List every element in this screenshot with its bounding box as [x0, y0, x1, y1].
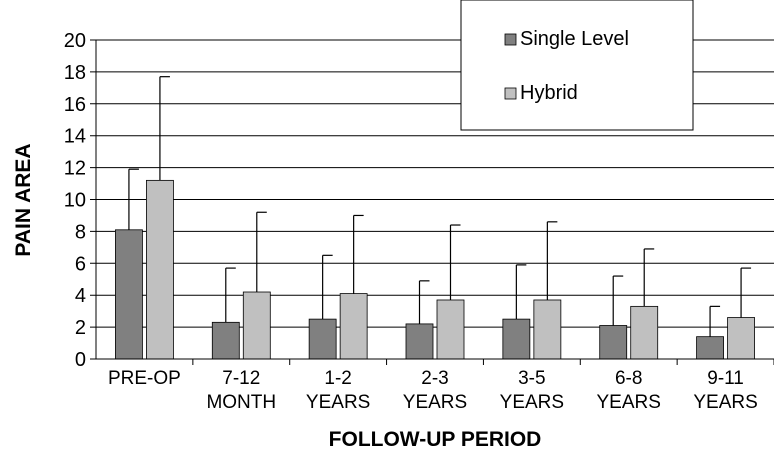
bar: [630, 305, 659, 360]
error-bar: [128, 168, 139, 230]
error-bar: [709, 305, 721, 337]
bar: [308, 318, 337, 360]
error-bar: [225, 267, 236, 323]
error-bar: [418, 280, 430, 324]
y-tick-label: 12: [64, 158, 86, 180]
legend-label: Single Level: [520, 28, 629, 50]
x-tick-label-line: 7-12: [222, 368, 260, 389]
bar: [502, 318, 531, 360]
x-tick-label-line: 2-3: [421, 368, 448, 389]
error-bar: [322, 254, 333, 320]
bar: [533, 299, 562, 360]
x-axis-label: FOLLOW-UP PERIOD: [329, 428, 542, 451]
bar: [436, 299, 465, 360]
y-tick-label: 16: [64, 94, 86, 116]
x-tick-label-line: 6-8: [615, 368, 642, 389]
bar: [339, 293, 368, 360]
x-tick-label-line: MONTH: [206, 392, 276, 413]
y-tick-label: 18: [64, 62, 86, 84]
y-tick-label: 8: [75, 221, 86, 243]
legend-swatch: [504, 33, 517, 46]
error-bar: [740, 267, 752, 318]
y-tick-label: 4: [75, 285, 86, 307]
bar: [242, 291, 271, 360]
x-tick-label: 2-3 YEARS: [403, 368, 467, 413]
y-tick-label: 2: [75, 317, 86, 339]
x-tick-label: 6-8 YEARS: [597, 368, 661, 413]
x-tick-label: 3-5 YEARS: [500, 368, 564, 413]
x-tick-label: 9-11 YEARS: [693, 368, 757, 413]
legend-label: Hybrid: [520, 82, 578, 104]
bar: [599, 325, 628, 360]
x-tick-label: 1-2 YEARS: [306, 368, 370, 413]
x-tick-label-line: YEARS: [597, 392, 661, 413]
error-bar: [546, 221, 558, 300]
y-tick-label: 0: [75, 349, 86, 371]
bar: [115, 229, 143, 360]
y-tick-label: 10: [64, 190, 86, 212]
x-tick-label-line: YEARS: [403, 392, 467, 413]
x-tick-label-line: YEARS: [306, 392, 370, 413]
bar: [405, 323, 434, 360]
y-axis-label: PAIN AREA: [12, 143, 35, 256]
error-bar: [256, 211, 267, 293]
x-tick-label: PRE-OP: [108, 368, 181, 389]
error-bar: [449, 224, 461, 300]
error-bar: [515, 264, 527, 320]
bar: [727, 317, 755, 360]
x-tick-label-line: YEARS: [693, 392, 757, 413]
y-tick-label: 6: [75, 253, 86, 275]
bar: [146, 179, 174, 360]
legend-box: [460, 0, 694, 131]
x-tick-label-line: 9-11: [707, 368, 744, 389]
x-tick-label-line: YEARS: [500, 392, 564, 413]
error-bar: [612, 275, 624, 326]
bar: [696, 336, 724, 360]
y-tick-label: 20: [64, 30, 86, 52]
bar: [211, 321, 240, 360]
error-bar: [643, 248, 655, 307]
x-tick-label-line: 3-5: [518, 368, 545, 389]
y-tick-label: 14: [64, 126, 86, 148]
legend-swatch: [504, 87, 517, 100]
x-tick-label-line: 1-2: [324, 368, 351, 389]
x-tick-label-line: PRE-OP: [108, 368, 181, 389]
x-tick-label: 7-12 MONTH: [206, 368, 276, 413]
error-bar: [159, 76, 170, 181]
error-bar: [353, 214, 364, 294]
